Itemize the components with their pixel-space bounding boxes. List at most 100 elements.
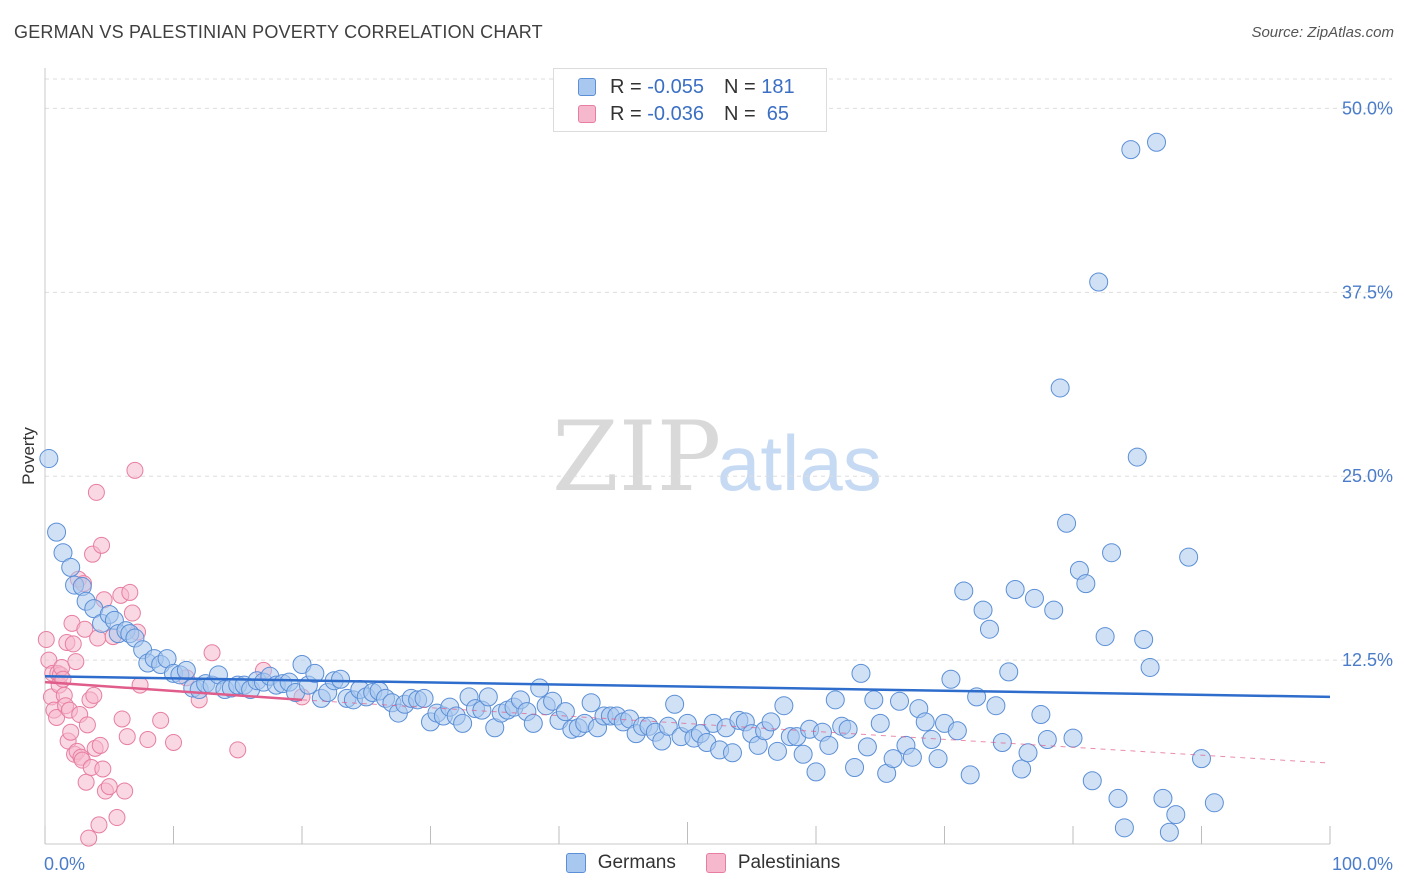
germans-swatch [565, 853, 586, 873]
german-point [555, 702, 575, 722]
german-point [478, 687, 498, 707]
palestinian-point [67, 653, 85, 671]
german-point [954, 581, 974, 601]
watermark-zip: ZIP [552, 401, 721, 513]
german-point [1044, 600, 1064, 620]
german-point [973, 600, 993, 620]
german-point [1127, 447, 1147, 467]
n-value: 65 [761, 102, 790, 125]
german-point [1179, 547, 1199, 567]
german-point [1114, 818, 1134, 838]
palestinian-point [48, 708, 66, 726]
german-point [902, 747, 922, 767]
palestinians-swatch [705, 853, 726, 873]
x-tick-label: 0.0% [44, 854, 85, 874]
german-point [1024, 588, 1044, 608]
palestinian-point [91, 736, 109, 754]
palestinian-point [203, 644, 221, 662]
german-point [1108, 788, 1128, 808]
palestinian-point [62, 723, 80, 741]
german-point [761, 712, 781, 732]
german-point [767, 741, 787, 761]
blue-swatch [578, 78, 596, 96]
german-point [453, 713, 473, 733]
palestinian-point [139, 731, 157, 749]
german-point [1063, 728, 1083, 748]
german-point [665, 694, 685, 714]
palestinian-point [77, 773, 95, 791]
axis-labels: 12.5% 25.0% 37.5% 50.0% 0.0% 100.0% [44, 98, 1393, 874]
r-label: R = [610, 102, 648, 125]
legend-germans[interactable]: Germans [565, 852, 676, 874]
palestinian-point [126, 461, 144, 479]
correlation-legend: R = -0.055 N = 181 R = -0.036 N = 65 [553, 68, 827, 132]
german-point [870, 713, 890, 733]
watermark-atlas: atlas [717, 419, 882, 507]
palestinian-point [78, 716, 96, 734]
german-point [53, 543, 73, 563]
german-point [1089, 272, 1109, 292]
german-point [305, 663, 325, 683]
source-label: Source: ZipAtlas.com [1251, 24, 1394, 41]
y-axis-label: Poverty [19, 427, 38, 485]
german-point [61, 557, 81, 577]
german-point [47, 522, 67, 542]
german-point [864, 690, 884, 710]
german-point [845, 758, 865, 777]
german-point [915, 712, 935, 732]
german-point [1005, 579, 1025, 599]
german-point [825, 690, 845, 710]
german-point [722, 743, 742, 763]
y-tick-label: 37.5% [1342, 282, 1393, 302]
palestinian-point [116, 782, 134, 800]
german-point [999, 662, 1019, 682]
n-value: 181 [761, 75, 795, 98]
german-point [922, 730, 942, 750]
legend-palestinians[interactable]: Palestinians [705, 852, 841, 874]
german-point [1166, 805, 1186, 825]
legend-row-palestinians: R = -0.036 N = 65 [578, 102, 789, 126]
palestinian-trend-extension [301, 699, 1331, 764]
german-point [176, 660, 196, 680]
german-point [986, 696, 1006, 716]
german-point [1037, 730, 1057, 750]
german-point [1102, 543, 1122, 563]
german-point [1057, 513, 1077, 533]
german-point [851, 663, 871, 683]
german-point [883, 749, 903, 769]
trend-lines [44, 675, 1331, 764]
palestinians-label: Palestinians [737, 852, 841, 873]
grid-lines [45, 78, 1392, 661]
german-point [838, 719, 858, 739]
palestinian-point [64, 635, 82, 653]
german-point [1140, 657, 1160, 677]
palestinian-point [87, 483, 105, 501]
palestinian-point [113, 710, 131, 728]
y-tick-label: 50.0% [1342, 98, 1393, 118]
german-point [1192, 749, 1211, 769]
n-label: N = [723, 75, 762, 98]
german-point [1159, 822, 1179, 842]
palestinian-point [80, 829, 98, 847]
palestinian-point [37, 631, 55, 649]
german-point [1204, 793, 1224, 813]
german-point [941, 669, 961, 689]
german-point [1153, 788, 1173, 808]
germans-label: Germans [597, 852, 676, 873]
palestinian-point [100, 778, 118, 796]
palestinian-point [121, 583, 139, 601]
pink-swatch [578, 105, 596, 123]
german-point [1050, 378, 1070, 398]
german-point [1095, 627, 1115, 647]
palestinian-point [94, 760, 112, 778]
palestinian-point [165, 733, 182, 751]
y-tick-label: 25.0% [1342, 466, 1393, 486]
palestinian-point [93, 536, 111, 554]
legend-row-germans: R = -0.055 N = 181 [578, 75, 795, 99]
german-point [1012, 759, 1032, 779]
palestinian-point [108, 809, 126, 827]
palestinian-point [85, 686, 103, 704]
german-point [1076, 574, 1096, 594]
german-point [581, 693, 601, 713]
